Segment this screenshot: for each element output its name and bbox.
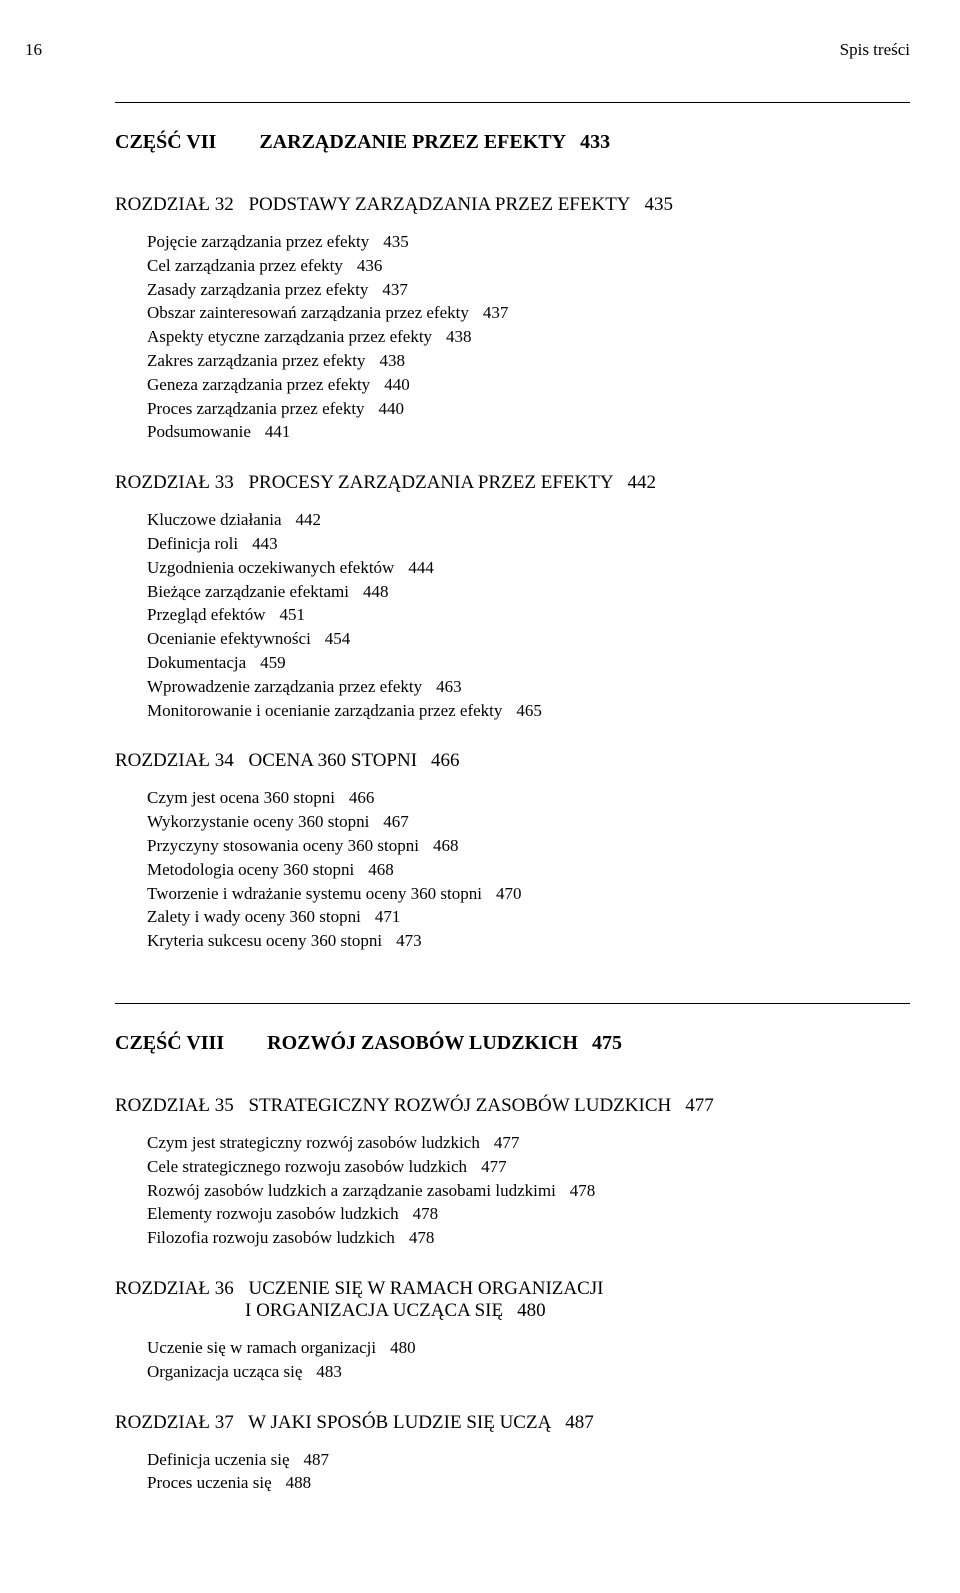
toc-entry: Aspekty etyczne zarządzania przez efekty…	[147, 325, 910, 349]
part-8-heading: CZĘŚĆ VIII ROZWÓJ ZASOBÓW LUDZKICH 475	[115, 1032, 910, 1055]
chapter-33: ROZDZIAŁ 33 PROCESY ZARZĄDZANIA PRZEZ EF…	[115, 472, 910, 722]
toc-entry: Cele strategicznego rozwoju zasobów ludz…	[147, 1155, 910, 1179]
running-title: Spis treści	[42, 40, 910, 60]
chapter-36-page: 480	[517, 1300, 546, 1321]
toc-entry: Tworzenie i wdrażanie systemu oceny 360 …	[147, 882, 910, 906]
chapter-34: ROZDZIAŁ 34 OCENA 360 STOPNI 466 Czym jes…	[115, 750, 910, 953]
chapter-35-page: 477	[685, 1095, 714, 1116]
toc-entry: Definicja roli443	[147, 532, 910, 556]
chapter-33-entries: Kluczowe działania442 Definicja roli443 …	[147, 508, 910, 722]
chapter-37: ROZDZIAŁ 37 W JAKI SPOSÓB LUDZIE SIĘ UCZ…	[115, 1412, 910, 1496]
toc-entry: Geneza zarządzania przez efekty440	[147, 373, 910, 397]
toc-entry: Ocenianie efektywności454	[147, 627, 910, 651]
toc-entry: Rozwój zasobów ludzkich a zarządzanie za…	[147, 1179, 910, 1203]
chapter-33-heading: ROZDZIAŁ 33 PROCESY ZARZĄDZANIA PRZEZ EF…	[115, 472, 910, 494]
toc-entry: Czym jest strategiczny rozwój zasobów lu…	[147, 1131, 910, 1155]
toc-entry: Podsumowanie441	[147, 420, 910, 444]
chapter-34-label: ROZDZIAŁ 34	[115, 750, 234, 771]
chapter-34-entries: Czym jest ocena 360 stopni466 Wykorzysta…	[147, 786, 910, 953]
part-7-heading: CZĘŚĆ VII ZARZĄDZANIE PRZEZ EFEKTY 433	[115, 131, 910, 154]
toc-entry: Zalety i wady oceny 360 stopni471	[147, 905, 910, 929]
chapter-33-label: ROZDZIAŁ 33	[115, 472, 234, 493]
toc-entry: Kryteria sukcesu oceny 360 stopni473	[147, 929, 910, 953]
chapter-37-entries: Definicja uczenia się487 Proces uczenia …	[147, 1448, 910, 1496]
chapter-36-title-line1: UCZENIE SIĘ W RAMACH ORGANIZACJI	[248, 1278, 603, 1299]
chapter-35-title: STRATEGICZNY ROZWÓJ ZASOBÓW LUDZKICH	[248, 1095, 671, 1116]
chapter-34-title: OCENA 360 STOPNI	[248, 750, 417, 771]
part-8-page: 475	[592, 1032, 622, 1054]
toc-entry: Proces zarządzania przez efekty440	[147, 397, 910, 421]
toc-entry: Elementy rozwoju zasobów ludzkich478	[147, 1202, 910, 1226]
toc-entry: Kluczowe działania442	[147, 508, 910, 532]
chapter-32-label: ROZDZIAŁ 32	[115, 194, 234, 215]
toc-entry: Przegląd efektów451	[147, 603, 910, 627]
chapter-36: ROZDZIAŁ 36 UCZENIE SIĘ W RAMACH ORGANIZ…	[115, 1278, 910, 1384]
chapter-32-heading: ROZDZIAŁ 32 PODSTAWY ZARZĄDZANIA PRZEZ E…	[115, 194, 910, 216]
chapter-34-page: 466	[431, 750, 460, 771]
toc-entry: Proces uczenia się488	[147, 1471, 910, 1495]
toc-entry: Cel zarządzania przez efekty436	[147, 254, 910, 278]
toc-entry: Dokumentacja459	[147, 651, 910, 675]
chapter-35: ROZDZIAŁ 35 STRATEGICZNY ROZWÓJ ZASOBÓW …	[115, 1095, 910, 1250]
toc-entry: Wykorzystanie oceny 360 stopni467	[147, 810, 910, 834]
chapter-34-heading: ROZDZIAŁ 34 OCENA 360 STOPNI 466	[115, 750, 910, 772]
toc-entry: Czym jest ocena 360 stopni466	[147, 786, 910, 810]
toc-entry: Bieżące zarządzanie efektami448	[147, 580, 910, 604]
chapter-35-entries: Czym jest strategiczny rozwój zasobów lu…	[147, 1131, 910, 1250]
chapter-33-page: 442	[628, 472, 657, 493]
toc-entry: Monitorowanie i ocenianie zarządzania pr…	[147, 699, 910, 723]
chapter-37-heading: ROZDZIAŁ 37 W JAKI SPOSÓB LUDZIE SIĘ UCZ…	[115, 1412, 910, 1434]
chapter-37-title: W JAKI SPOSÓB LUDZIE SIĘ UCZĄ	[248, 1412, 551, 1433]
toc-entry: Obszar zainteresowań zarządzania przez e…	[147, 301, 910, 325]
chapter-36-label: ROZDZIAŁ 36	[115, 1278, 234, 1299]
chapter-32-page: 435	[645, 194, 674, 215]
part-7-label: CZĘŚĆ VII	[115, 131, 216, 153]
part-8-label: CZĘŚĆ VIII	[115, 1032, 224, 1054]
chapter-35-heading: ROZDZIAŁ 35 STRATEGICZNY ROZWÓJ ZASOBÓW …	[115, 1095, 910, 1117]
toc-entry: Definicja uczenia się487	[147, 1448, 910, 1472]
toc-entry: Organizacja ucząca się483	[147, 1360, 910, 1384]
toc-entry: Wprowadzenie zarządzania przez efekty463	[147, 675, 910, 699]
chapter-36-title-line2-row: I ORGANIZACJA UCZĄCA SIĘ 480	[115, 1300, 910, 1322]
part-8-title: ROZWÓJ ZASOBÓW LUDZKICH	[267, 1032, 578, 1054]
chapter-36-entries: Uczenie się w ramach organizacji480 Orga…	[147, 1336, 910, 1384]
divider	[115, 102, 910, 103]
chapter-37-page: 487	[565, 1412, 594, 1433]
chapter-36-title-line2: I ORGANIZACJA UCZĄCA SIĘ	[245, 1300, 503, 1321]
part-7-page: 433	[580, 131, 610, 153]
chapter-32-title: PODSTAWY ZARZĄDZANIA PRZEZ EFEKTY	[248, 194, 630, 215]
chapter-32: ROZDZIAŁ 32 PODSTAWY ZARZĄDZANIA PRZEZ E…	[115, 194, 910, 444]
toc-entry: Zasady zarządzania przez efekty437	[147, 278, 910, 302]
toc-entry: Pojęcie zarządzania przez efekty435	[147, 230, 910, 254]
chapter-37-label: ROZDZIAŁ 37	[115, 1412, 234, 1433]
chapter-33-title: PROCESY ZARZĄDZANIA PRZEZ EFEKTY	[248, 472, 613, 493]
toc-entry: Przyczyny stosowania oceny 360 stopni468	[147, 834, 910, 858]
toc-page: 16 Spis treści CZĘŚĆ VII ZARZĄDZANIE PRZ…	[0, 0, 960, 1593]
divider	[115, 1003, 910, 1004]
toc-entry: Filozofia rozwoju zasobów ludzkich478	[147, 1226, 910, 1250]
toc-entry: Metodologia oceny 360 stopni468	[147, 858, 910, 882]
chapter-35-label: ROZDZIAŁ 35	[115, 1095, 234, 1116]
chapter-32-entries: Pojęcie zarządzania przez efekty435 Cel …	[147, 230, 910, 444]
toc-entry: Uczenie się w ramach organizacji480	[147, 1336, 910, 1360]
part-7-title: ZARZĄDZANIE PRZEZ EFEKTY	[259, 131, 566, 153]
page-number: 16	[25, 40, 42, 60]
toc-entry: Zakres zarządzania przez efekty438	[147, 349, 910, 373]
running-header: 16 Spis treści	[115, 40, 910, 60]
chapter-36-heading: ROZDZIAŁ 36 UCZENIE SIĘ W RAMACH ORGANIZ…	[115, 1278, 910, 1300]
toc-entry: Uzgodnienia oczekiwanych efektów444	[147, 556, 910, 580]
